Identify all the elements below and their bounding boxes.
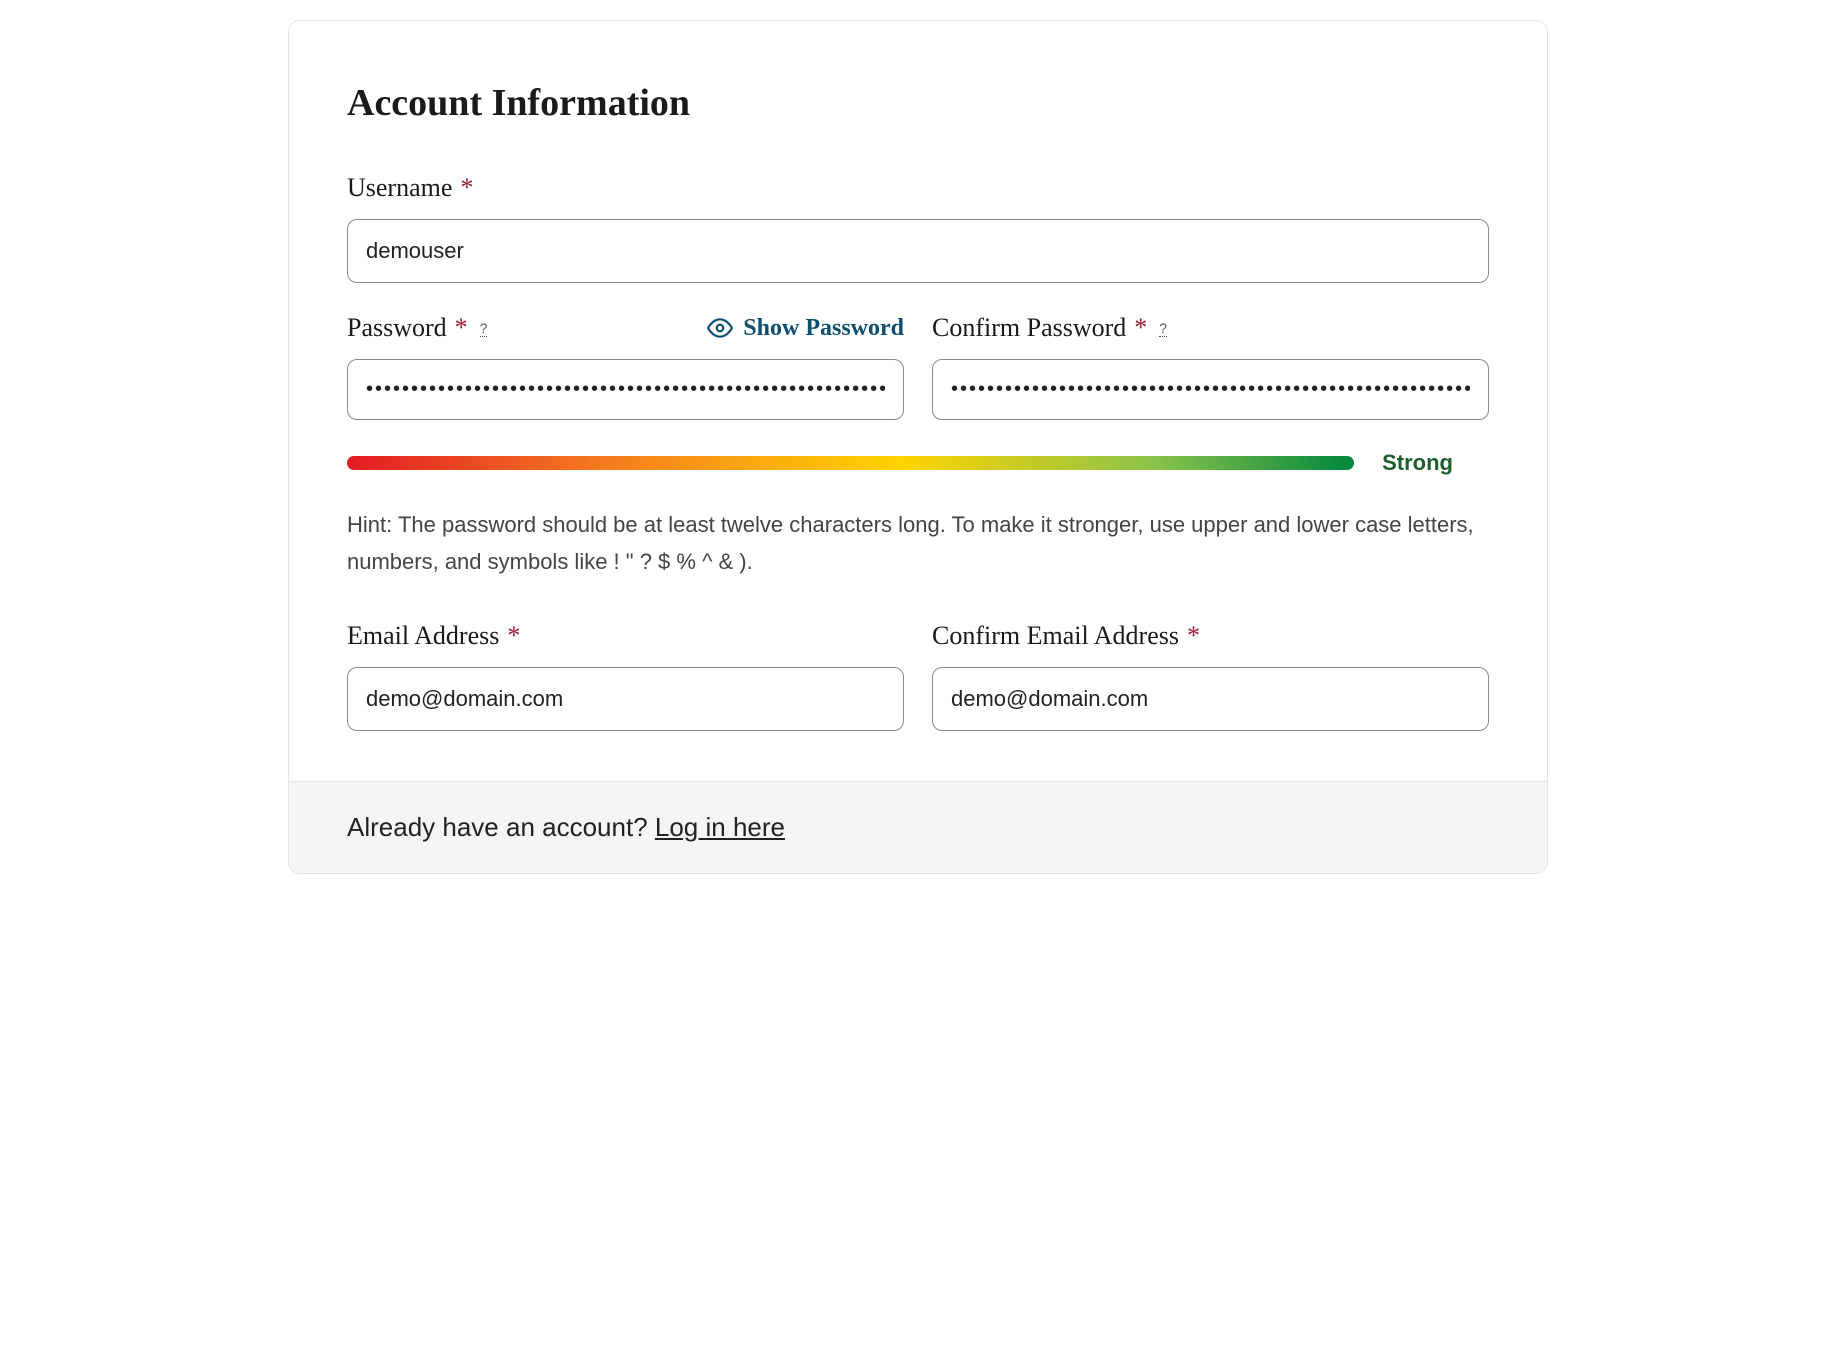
email-label-row: Email Address * xyxy=(347,621,904,651)
password-input[interactable] xyxy=(347,359,904,420)
confirm-password-label: Confirm Password xyxy=(932,313,1126,343)
required-asterisk: * xyxy=(507,621,520,651)
login-link[interactable]: Log in here xyxy=(655,812,785,842)
card-body: Account Information Username * Password … xyxy=(289,21,1547,781)
password-strength-label: Strong xyxy=(1382,450,1489,476)
password-hint-text: Hint: The password should be at least tw… xyxy=(347,506,1489,581)
eye-icon xyxy=(707,315,733,341)
username-input[interactable] xyxy=(347,219,1489,283)
password-label-left: Password * ? xyxy=(347,313,487,343)
footer-prompt: Already have an account? xyxy=(347,812,655,842)
confirm-email-label: Confirm Email Address xyxy=(932,621,1179,651)
account-form-card: Account Information Username * Password … xyxy=(288,20,1548,874)
email-label: Email Address xyxy=(347,621,499,651)
show-password-label: Show Password xyxy=(743,315,904,342)
required-asterisk: * xyxy=(455,313,468,343)
password-label-row: Password * ? Show Password xyxy=(347,313,904,343)
confirm-email-label-row: Confirm Email Address * xyxy=(932,621,1489,651)
password-strength-row: Strong xyxy=(347,450,1489,476)
confirm-email-col: Confirm Email Address * xyxy=(932,621,1489,731)
password-row: Password * ? Show Password xyxy=(347,313,1489,420)
confirm-password-label-left: Confirm Password * ? xyxy=(932,313,1167,343)
confirm-password-input[interactable] xyxy=(932,359,1489,420)
username-field-group: Username * xyxy=(347,173,1489,283)
required-asterisk: * xyxy=(460,173,473,203)
confirm-password-col: Confirm Password * ? xyxy=(932,313,1489,420)
email-row: Email Address * Confirm Email Address * xyxy=(347,621,1489,731)
username-label: Username xyxy=(347,173,452,203)
confirm-password-label-row: Confirm Password * ? xyxy=(932,313,1489,343)
email-col: Email Address * xyxy=(347,621,904,731)
confirm-email-input[interactable] xyxy=(932,667,1489,731)
password-col: Password * ? Show Password xyxy=(347,313,904,420)
help-icon[interactable]: ? xyxy=(480,320,488,337)
page-title: Account Information xyxy=(347,81,1489,125)
help-icon[interactable]: ? xyxy=(1159,320,1167,337)
card-footer: Already have an account? Log in here xyxy=(289,781,1547,873)
password-label: Password xyxy=(347,313,447,343)
username-label-row: Username * xyxy=(347,173,1489,203)
required-asterisk: * xyxy=(1187,621,1200,651)
password-strength-bar xyxy=(347,456,1354,470)
required-asterisk: * xyxy=(1134,313,1147,343)
show-password-toggle[interactable]: Show Password xyxy=(707,315,904,342)
email-input[interactable] xyxy=(347,667,904,731)
